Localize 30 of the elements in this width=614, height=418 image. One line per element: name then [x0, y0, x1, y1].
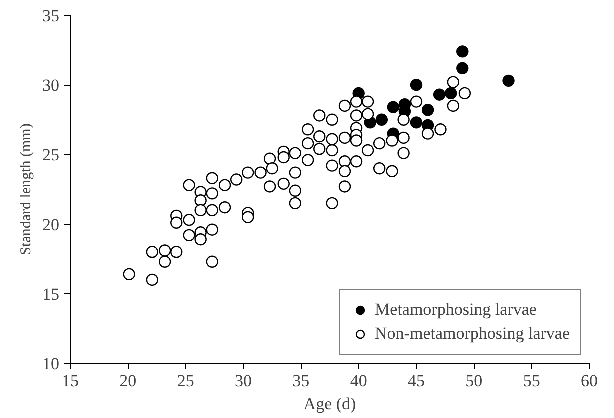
- legend-label: Metamorphosing larvae: [375, 300, 537, 320]
- point: [387, 101, 400, 114]
- x-tick-label: 25: [177, 372, 194, 390]
- x-tick-label: 60: [581, 372, 598, 390]
- point: [376, 114, 388, 126]
- legend-label: Non-metamorphosing larvae: [375, 324, 570, 344]
- x-axis-title: Age (d): [304, 394, 356, 414]
- y-tick-label: 15: [42, 284, 60, 304]
- point: [422, 104, 434, 116]
- x-tick-label: 45: [408, 372, 425, 390]
- point: [456, 46, 469, 58]
- y-axis-title: Standard length (mm): [18, 124, 34, 256]
- x-tick-label: 20: [120, 372, 137, 390]
- y-tick-label: 20: [42, 215, 60, 234]
- x-tick-label: 50: [466, 372, 483, 390]
- y-tick-label: 30: [42, 76, 60, 96]
- point: [433, 88, 446, 101]
- y-tick-label: 25: [42, 146, 60, 165]
- point: [445, 87, 458, 100]
- x-tick-label: 30: [235, 372, 252, 390]
- x-tick-label: 40: [350, 372, 368, 390]
- y-tick-label: 10: [42, 354, 60, 374]
- x-tick-label: 55: [523, 372, 540, 390]
- point: [410, 79, 423, 92]
- y-tick-label: 35: [42, 6, 60, 26]
- x-tick-label: 35: [292, 372, 310, 390]
- point: [456, 62, 469, 74]
- point: [410, 116, 423, 129]
- point: [502, 74, 515, 88]
- x-tick-label: 15: [62, 372, 79, 390]
